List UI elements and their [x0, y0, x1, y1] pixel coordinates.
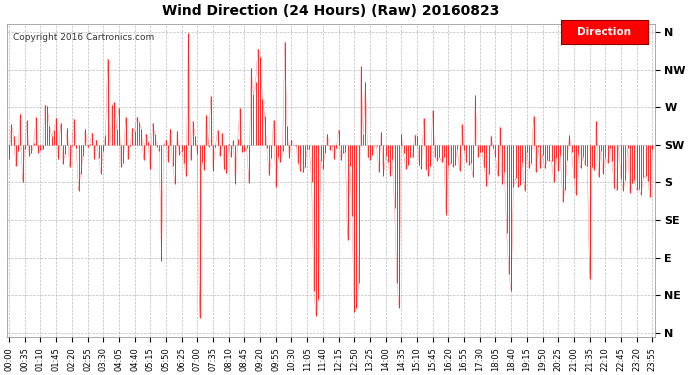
Text: Copyright 2016 Cartronics.com: Copyright 2016 Cartronics.com — [13, 33, 155, 42]
Title: Wind Direction (24 Hours) (Raw) 20160823: Wind Direction (24 Hours) (Raw) 20160823 — [162, 4, 500, 18]
